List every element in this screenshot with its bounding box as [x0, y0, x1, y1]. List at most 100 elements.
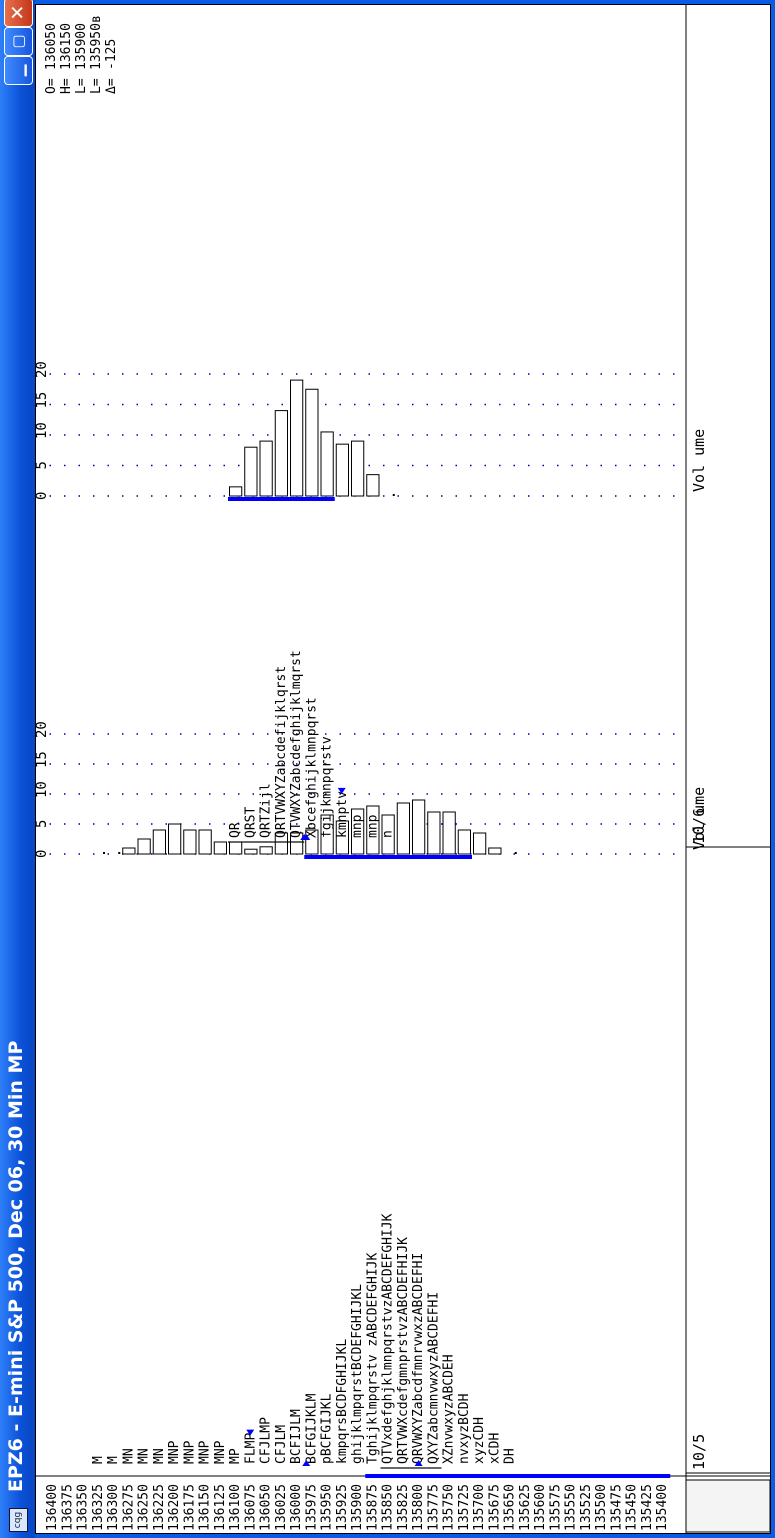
summary-value: 135950в	[89, 15, 104, 70]
volume-bar	[351, 808, 365, 855]
close-button[interactable]: ✕	[4, 0, 33, 27]
price-tick-label: 136200	[167, 1484, 182, 1531]
tpo-marker-icon	[414, 1460, 423, 1466]
tpo-row: QTVxdefghjklmnpqrstvzABCDEFGHIJK	[381, 1213, 396, 1464]
tpo-row: Tghijklmpqrstv zABCDEFGHIJK	[365, 1253, 380, 1464]
chart-area[interactable]: 136400 136375 136350 136325 136300 136275 1362…	[35, 4, 771, 1534]
minimize-button[interactable]: ▁	[4, 56, 33, 85]
price-tick-label: 136400	[45, 1484, 60, 1531]
volume-bar	[366, 474, 380, 497]
price-tick-label: 136000	[289, 1484, 304, 1531]
volume-bar	[213, 841, 227, 855]
volume-bar	[320, 814, 334, 855]
volume-bar	[473, 832, 487, 855]
tpo-row: MP	[228, 1448, 243, 1464]
summary-label: H=	[59, 78, 74, 94]
price-tick-label: 136250	[137, 1484, 152, 1531]
tpo-row: MNP	[167, 1440, 182, 1464]
date-label: 10/6	[690, 808, 708, 844]
volume-bar	[259, 440, 273, 497]
volume-tick-label: 5	[35, 461, 50, 469]
tpo-row: nvxyzBCDH	[457, 1394, 472, 1464]
summary-label: Δ=	[104, 78, 119, 94]
tpo-row: MN	[137, 1448, 152, 1464]
tpo-row: MN	[152, 1448, 167, 1464]
summary-value: 136150	[59, 23, 74, 70]
price-tick-label: 135625	[518, 1484, 533, 1531]
volume-bar	[488, 847, 502, 855]
price-tick-label: 135825	[396, 1484, 411, 1531]
price-tick-label: 135775	[426, 1484, 441, 1531]
price-tick-label: 136050	[259, 1484, 274, 1531]
price-tick-label: 136225	[152, 1484, 167, 1531]
volume-bar	[290, 379, 304, 497]
summary-value: -125	[104, 39, 119, 70]
tpo-row: pBCFGIJKL	[320, 1393, 335, 1464]
price-tick-label: 135900	[350, 1484, 365, 1531]
tpo-marker-icon	[337, 787, 346, 794]
volume-tick-label: 15	[35, 751, 50, 768]
volume-bar	[427, 811, 441, 855]
value-area-bar	[304, 855, 472, 859]
price-tick-label: 136100	[228, 1484, 243, 1531]
cqg-icon[interactable]: cqg	[9, 1508, 28, 1532]
volume-bar	[244, 848, 258, 855]
close-icon: ✕	[7, 4, 29, 21]
tpo-row: QXYZabcmnvwxyzABCDEFHI	[426, 1292, 441, 1464]
tpo-row: QRVWXYZabcdfmnrvwxzABCDEFHI	[411, 1253, 426, 1464]
price-tick-label: 135525	[579, 1484, 594, 1531]
price-tick-label: 135575	[548, 1484, 563, 1531]
tpo-row: QRTVWXcdefgmnprstvzABCDEFHIJK	[396, 1237, 411, 1464]
price-tick-label: 135400	[655, 1484, 670, 1531]
tpo-marker-icon	[302, 1460, 311, 1466]
price-tick-label: 136150	[198, 1484, 213, 1531]
volume-bar	[335, 443, 349, 497]
tpo-row: DH	[503, 1448, 518, 1464]
volume-bar	[229, 841, 243, 855]
volume-bar	[305, 388, 319, 497]
price-tick-label: 136375	[60, 1484, 75, 1531]
price-tick-label: 136325	[91, 1484, 106, 1531]
tpo-row: M	[106, 1456, 121, 1464]
price-tick-label: 135475	[609, 1484, 624, 1531]
volume-bar	[290, 832, 304, 855]
volume-label: Vol ume	[690, 429, 708, 492]
price-tick-label: 135550	[564, 1484, 579, 1531]
title-bar[interactable]: cqg EPZ6 - E-mini S&P 500, Dec 06, 30 Mi…	[0, 0, 35, 1538]
tpo-row: BCFIJLM	[289, 1409, 304, 1464]
price-tick-label: 135600	[533, 1484, 548, 1531]
tpo-row: M	[91, 1456, 106, 1464]
volume-bar	[351, 440, 365, 497]
price-tick-label: 135875	[365, 1484, 380, 1531]
volume-bar	[152, 829, 166, 855]
tpo-row: n	[381, 830, 396, 838]
price-tick-label: 136175	[182, 1484, 197, 1531]
tpo-row: MNP	[213, 1440, 228, 1464]
tpo-row: BCFGIJKLM	[304, 1393, 319, 1464]
tpo-row: MN	[121, 1448, 136, 1464]
tpo-row: xyzCDH	[472, 1417, 487, 1464]
tpo-row: mnp	[365, 814, 380, 838]
value-area-bar	[228, 497, 335, 501]
price-tick-label: 136025	[274, 1484, 289, 1531]
volume-tick-label: 5	[35, 820, 50, 828]
date-label: 10/5	[690, 1434, 708, 1470]
price-tick-label: 136300	[106, 1484, 121, 1531]
volume-bar	[274, 832, 288, 855]
volume-bar	[168, 823, 182, 855]
price-tick-label: 135450	[625, 1484, 640, 1531]
tpo-row: CFJLM	[274, 1425, 289, 1464]
price-tick-label: 135750	[442, 1484, 457, 1531]
price-tick-label: 135925	[335, 1484, 350, 1531]
market-profile-chart[interactable]: 136400 136375 136350 136325 136300 136275 1362…	[35, 4, 771, 1534]
summary-label: L=	[89, 78, 104, 94]
volume-bar	[274, 410, 288, 497]
price-tick-label: 135425	[640, 1484, 655, 1531]
volume-tick-label: 20	[35, 361, 50, 378]
tpo-row: MNP	[198, 1440, 213, 1464]
price-tick-label: 135950	[320, 1484, 335, 1531]
volume-bar	[259, 846, 273, 855]
price-tick-label: 136350	[76, 1484, 91, 1531]
maximize-button[interactable]: ▢	[4, 27, 33, 56]
volume-bar	[381, 814, 395, 855]
